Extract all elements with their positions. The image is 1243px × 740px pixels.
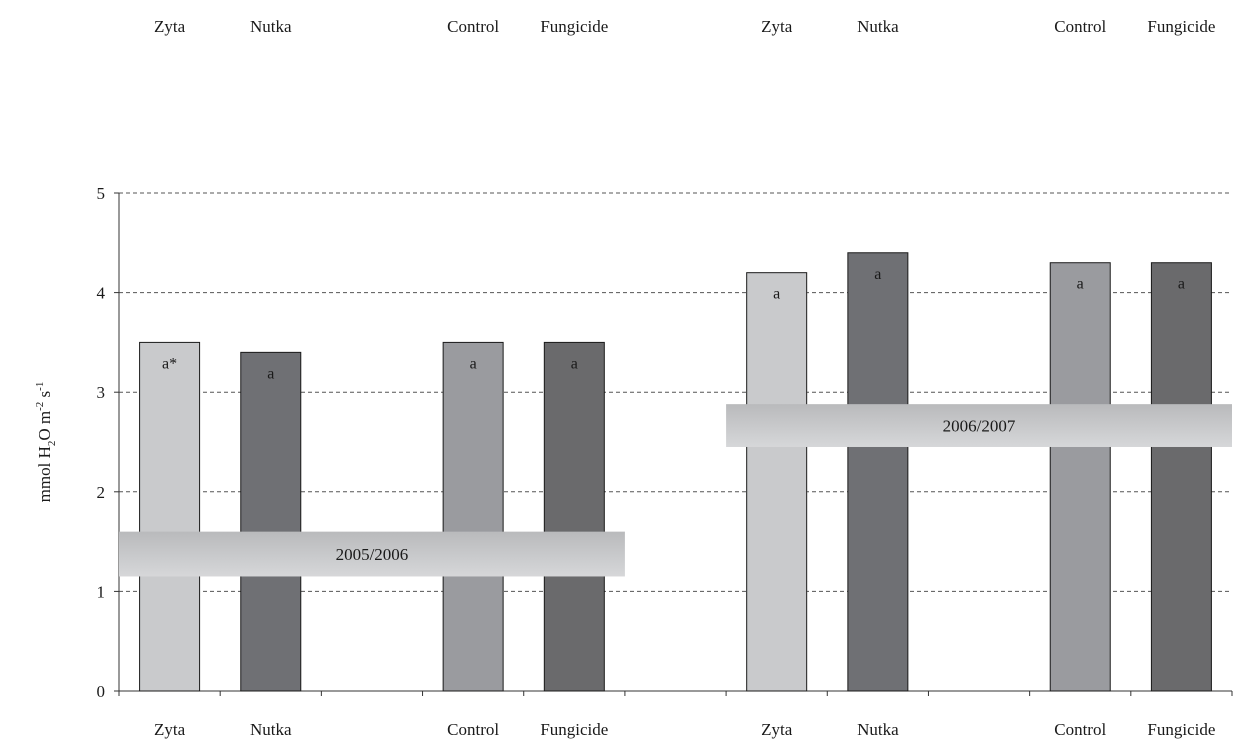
bar-nutka-2006-2007 — [847, 252, 909, 692]
top-category-label: Control — [1054, 17, 1106, 36]
top-category-label: Nutka — [857, 17, 899, 36]
y-tick-label: 0 — [97, 682, 106, 701]
x-category-label: Nutka — [857, 720, 899, 739]
bar-data-label: a — [874, 266, 881, 283]
period-band-2006-2007 — [726, 404, 1232, 447]
bar-data-label: a — [267, 365, 274, 382]
bar-control-2005-2006 — [442, 341, 504, 692]
y-tick-label: 1 — [97, 582, 106, 601]
bar-data-label: a — [1077, 276, 1084, 293]
period-label: 2005/2006 — [336, 545, 409, 564]
period-label: 2006/2007 — [943, 417, 1016, 436]
bar-data-label: a* — [162, 355, 177, 372]
y-tick-label: 5 — [97, 184, 106, 203]
x-category-label: Control — [447, 720, 499, 739]
x-category-label: Zyta — [761, 720, 793, 739]
bar-control-2006-2007 — [1049, 262, 1111, 692]
period-bands: 2005/2006 2006/2007 — [119, 404, 1232, 577]
bar-fungicide-2005-2006 — [543, 341, 605, 692]
bar-data-label: a — [470, 355, 477, 372]
x-category-label: Zyta — [154, 720, 186, 739]
y-tick-label: 2 — [97, 483, 106, 502]
x-category-label: Fungicide — [1147, 720, 1215, 739]
top-category-label: Zyta — [154, 17, 186, 36]
period-band-2005-2006 — [119, 531, 625, 577]
top-category-label: Control — [447, 17, 499, 36]
bar-nutka-2005-2006 — [240, 351, 302, 692]
top-category-label: Nutka — [250, 17, 292, 36]
y-axis-tick-labels: 0 1 2 3 4 5 — [97, 184, 106, 701]
x-category-label: Fungicide — [540, 720, 608, 739]
top-category-labels: Zyta Nutka Control Fungicide Zyta Nutka Contro… — [154, 17, 1215, 36]
top-category-label: Zyta — [761, 17, 793, 36]
y-tick-label: 4 — [97, 284, 106, 303]
top-category-label: Fungicide — [1147, 17, 1215, 36]
bar-fungicide-2006-2007 — [1150, 262, 1212, 692]
bar-data-label: a — [571, 355, 578, 372]
bar-zyta-2006-2007 — [746, 272, 808, 692]
gridlines — [119, 192, 1232, 592]
bar-data-label: a — [1178, 276, 1185, 293]
top-category-label: Fungicide — [540, 17, 608, 36]
x-category-label: Nutka — [250, 720, 292, 739]
axes — [114, 192, 1233, 696]
y-tick-label: 3 — [97, 383, 106, 402]
bars: a* a a a a a a a — [139, 252, 1212, 692]
bar-zyta-2005-2006 — [139, 341, 201, 692]
y-axis-label: mmol H2O m-2 s-1 — [34, 382, 58, 503]
x-category-label: Control — [1054, 720, 1106, 739]
bar-data-label: a — [773, 286, 780, 303]
x-axis-category-labels: Zyta Nutka Control Fungicide Zyta Nutka Contro… — [154, 720, 1215, 739]
